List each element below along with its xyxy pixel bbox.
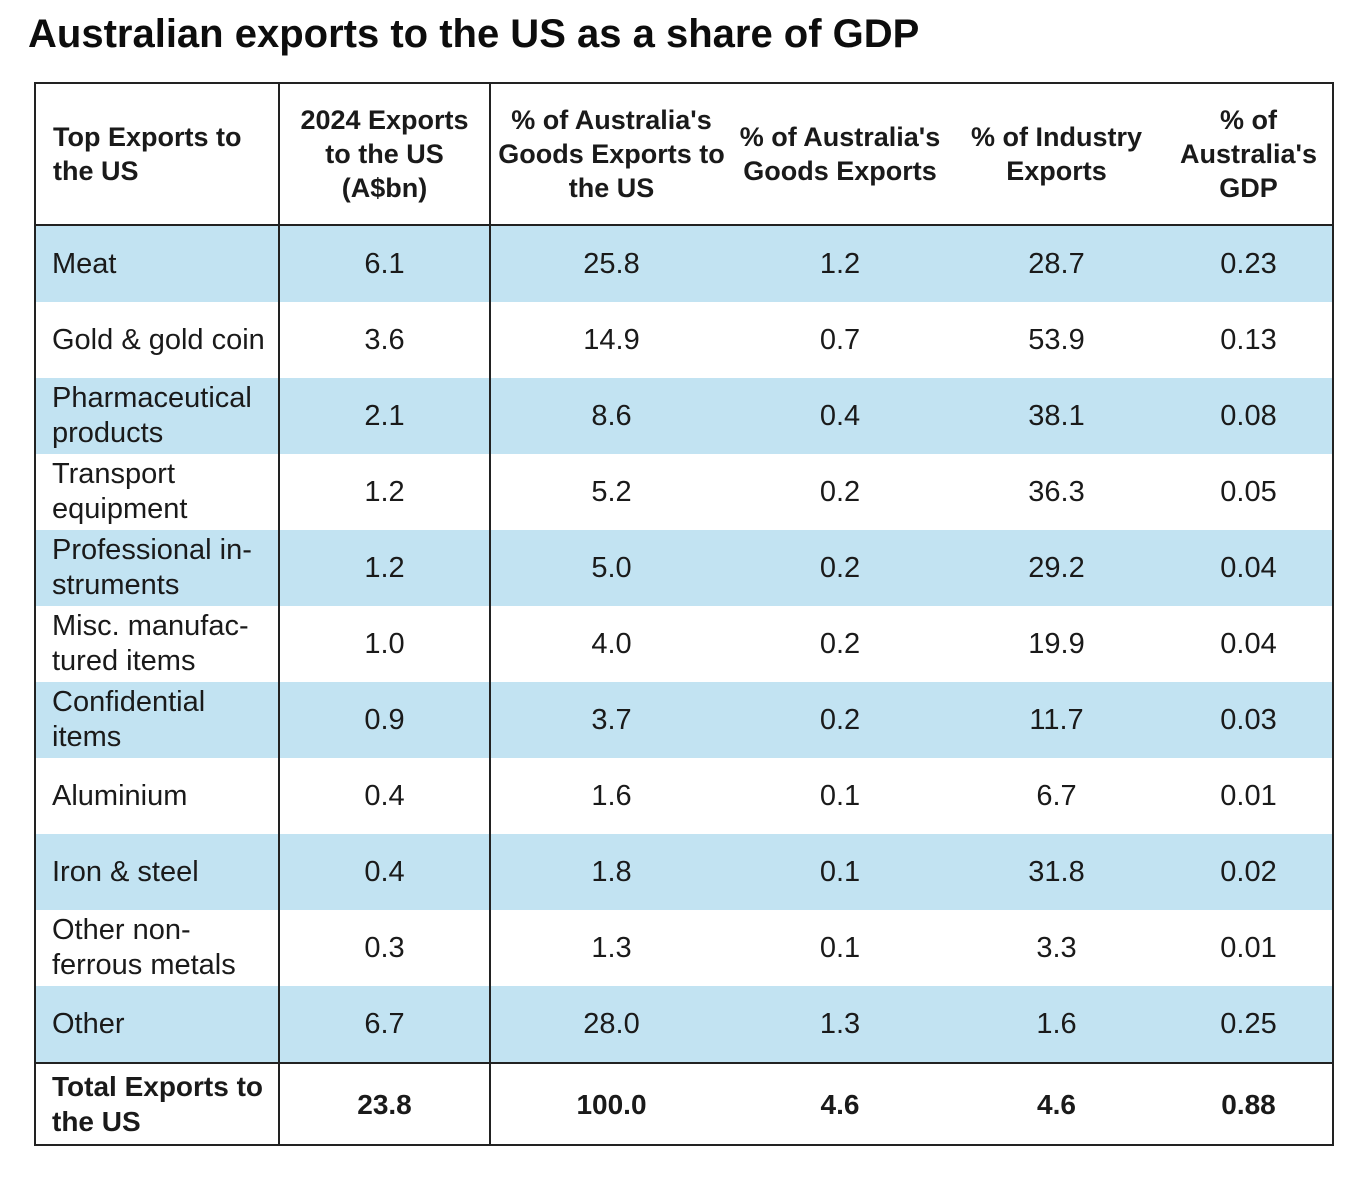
cell-pct-goods-exports: 0.2 [732, 606, 948, 682]
cell-pct-goods-exports-us: 5.2 [490, 454, 732, 530]
cell-pct-industry-exports: 28.7 [948, 225, 1165, 302]
cell-pct-gdp: 0.04 [1165, 530, 1333, 606]
cell-pct-industry-exports: 36.3 [948, 454, 1165, 530]
table-row: Other 6.7 28.0 1.3 1.6 0.25 [35, 986, 1333, 1063]
row-label: Misc. manufac-tured items [35, 606, 280, 682]
header-pct-goods-exports: % of Australia's Goods Exports [732, 83, 948, 226]
cell-pct-goods-exports-us: 8.6 [490, 378, 732, 454]
row-label: Gold & gold coin [35, 302, 280, 378]
row-label: Iron & steel [35, 834, 280, 910]
cell-pct-gdp: 0.02 [1165, 834, 1333, 910]
cell-pct-goods-exports: 0.1 [732, 910, 948, 986]
cell-pct-goods-exports: 1.3 [732, 986, 948, 1063]
cell-pct-gdp: 0.03 [1165, 682, 1333, 758]
table-row: Pharmaceutical products 2.1 8.6 0.4 38.1… [35, 378, 1333, 454]
cell-pct-gdp: 0.13 [1165, 302, 1333, 378]
cell-pct-industry-exports: 1.6 [948, 986, 1165, 1063]
cell-pct-goods-exports: 1.2 [732, 225, 948, 302]
cell-pct-gdp: 0.01 [1165, 910, 1333, 986]
header-top-exports: Top Exports to the US [35, 83, 280, 226]
total-pct-goods-exports-us: 100.0 [490, 1062, 732, 1145]
cell-pct-gdp: 0.08 [1165, 378, 1333, 454]
cell-exports-value: 3.6 [279, 302, 491, 378]
total-label: Total Exports to the US [35, 1062, 280, 1145]
header-pct-industry-exports: % of Industry Exports [948, 83, 1165, 226]
cell-exports-value: 1.2 [279, 530, 491, 606]
row-label: Aluminium [35, 758, 280, 834]
cell-pct-goods-exports: 0.4 [732, 378, 948, 454]
cell-pct-goods-exports-us: 4.0 [490, 606, 732, 682]
table-row: Gold & gold coin 3.6 14.9 0.7 53.9 0.13 [35, 302, 1333, 378]
header-row: Top Exports to the US 2024 Exports to th… [35, 83, 1333, 226]
cell-exports-value: 0.4 [279, 758, 491, 834]
cell-pct-industry-exports: 53.9 [948, 302, 1165, 378]
page-title: Australian exports to the US as a share … [28, 12, 920, 56]
cell-pct-industry-exports: 6.7 [948, 758, 1165, 834]
cell-pct-industry-exports: 31.8 [948, 834, 1165, 910]
cell-exports-value: 0.3 [279, 910, 491, 986]
cell-pct-industry-exports: 38.1 [948, 378, 1165, 454]
row-label: Other [35, 986, 280, 1063]
cell-pct-gdp: 0.25 [1165, 986, 1333, 1063]
cell-pct-goods-exports-us: 28.0 [490, 986, 732, 1063]
table-row: Meat 6.1 25.8 1.2 28.7 0.23 [35, 225, 1333, 302]
cell-pct-goods-exports-us: 25.8 [490, 225, 732, 302]
cell-exports-value: 0.4 [279, 834, 491, 910]
table-row: Iron & steel 0.4 1.8 0.1 31.8 0.02 [35, 834, 1333, 910]
cell-pct-goods-exports: 0.2 [732, 682, 948, 758]
cell-pct-industry-exports: 11.7 [948, 682, 1165, 758]
row-label: Confidential items [35, 682, 280, 758]
table-row: Transport equipment 1.2 5.2 0.2 36.3 0.0… [35, 454, 1333, 530]
cell-pct-gdp: 0.23 [1165, 225, 1333, 302]
table-row: Confidential items 0.9 3.7 0.2 11.7 0.03 [35, 682, 1333, 758]
cell-pct-goods-exports-us: 14.9 [490, 302, 732, 378]
header-exports-value: 2024 Exports to the US (A$bn) [279, 83, 491, 226]
table-row: Other non-ferrous metals 0.3 1.3 0.1 3.3… [35, 910, 1333, 986]
total-pct-gdp: 0.88 [1165, 1062, 1333, 1145]
cell-pct-gdp: 0.05 [1165, 454, 1333, 530]
cell-pct-goods-exports-us: 1.3 [490, 910, 732, 986]
cell-pct-goods-exports: 0.7 [732, 302, 948, 378]
header-pct-gdp: % of Australia's GDP [1165, 83, 1333, 226]
cell-pct-industry-exports: 19.9 [948, 606, 1165, 682]
cell-exports-value: 2.1 [279, 378, 491, 454]
cell-pct-industry-exports: 3.3 [948, 910, 1165, 986]
table-row: Professional in-struments 1.2 5.0 0.2 29… [35, 530, 1333, 606]
row-label: Meat [35, 225, 280, 302]
exports-table: Top Exports to the US 2024 Exports to th… [34, 82, 1334, 1146]
cell-pct-goods-exports-us: 5.0 [490, 530, 732, 606]
cell-pct-gdp: 0.01 [1165, 758, 1333, 834]
total-row: Total Exports to the US 23.8 100.0 4.6 4… [35, 1062, 1333, 1145]
cell-exports-value: 0.9 [279, 682, 491, 758]
row-label: Transport equipment [35, 454, 280, 530]
cell-exports-value: 6.1 [279, 225, 491, 302]
cell-pct-goods-exports: 0.1 [732, 758, 948, 834]
cell-pct-goods-exports: 0.2 [732, 454, 948, 530]
row-label: Pharmaceutical products [35, 378, 280, 454]
total-exports-value: 23.8 [279, 1062, 491, 1145]
cell-pct-goods-exports: 0.1 [732, 834, 948, 910]
total-pct-industry-exports: 4.6 [948, 1062, 1165, 1145]
total-pct-goods-exports: 4.6 [732, 1062, 948, 1145]
cell-pct-goods-exports-us: 1.6 [490, 758, 732, 834]
cell-pct-industry-exports: 29.2 [948, 530, 1165, 606]
cell-pct-gdp: 0.04 [1165, 606, 1333, 682]
table-row: Misc. manufac-tured items 1.0 4.0 0.2 19… [35, 606, 1333, 682]
cell-exports-value: 6.7 [279, 986, 491, 1063]
cell-pct-goods-exports-us: 1.8 [490, 834, 732, 910]
cell-pct-goods-exports-us: 3.7 [490, 682, 732, 758]
row-label: Professional in-struments [35, 530, 280, 606]
cell-pct-goods-exports: 0.2 [732, 530, 948, 606]
row-label: Other non-ferrous metals [35, 910, 280, 986]
cell-exports-value: 1.2 [279, 454, 491, 530]
header-pct-goods-exports-us: % of Australia's Goods Exports to the US [490, 83, 732, 226]
cell-exports-value: 1.0 [279, 606, 491, 682]
table-row: Aluminium 0.4 1.6 0.1 6.7 0.01 [35, 758, 1333, 834]
